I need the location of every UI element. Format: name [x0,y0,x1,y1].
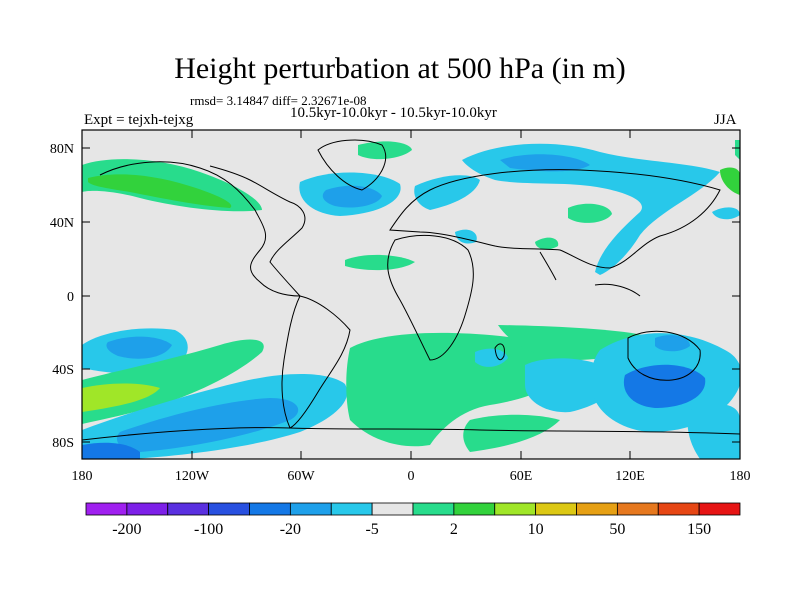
coastline-south-america [281,295,351,429]
coastline-africa [387,234,474,361]
contour-positive-strong [82,383,160,412]
contour-negative [106,336,172,359]
stats-text: rmsd= 3.14847 diff= 2.32671e-08 [190,93,367,108]
colorbar-label: -100 [194,521,223,538]
colorbar-box [289,502,332,516]
colorbar-box [208,502,250,516]
contour-negative-strong [82,442,140,459]
colorbar-labels: -200 -100 -20 -5 2 10 50 150 [112,521,711,538]
contour-positive [568,203,612,223]
colorbar-label: -200 [112,521,141,538]
colorbar-box [330,502,373,516]
colorbar [85,502,741,516]
lon-label-60w: 60W [287,469,315,484]
colorbar-box [698,502,741,516]
colorbar-label: 50 [609,521,625,538]
axis-ticks [82,130,740,459]
coastline-madagascar [494,343,505,361]
season-label: JJA [714,112,737,128]
colorbar-label: -20 [280,521,301,538]
colorbar-label: 2 [450,521,458,538]
lon-label-60e: 60E [510,469,533,484]
colorbar-box [453,502,496,516]
contour-positive [735,140,740,160]
contour-negative [322,185,382,208]
colorbar-box [576,502,618,516]
contour-negative [475,348,508,367]
colorbar-box [494,502,537,516]
colorbar-box [371,502,414,516]
contour-negative [116,398,299,452]
lat-label-40s: 40S [52,363,74,378]
contour-positive [346,332,566,447]
experiment-label: Expt = tejxh-tejxg [84,112,194,128]
colorbar-box [412,502,455,516]
contour-negative [414,175,480,210]
lon-label-180e: 180 [730,469,751,484]
contour-negative [712,207,740,220]
contour-negative [655,335,690,352]
colorbar-box [126,502,169,516]
colorbar-box [167,502,210,516]
colorbar-box [616,502,659,516]
period-text: 10.5kyr-10.0kyr - 10.5kyr-10.0kyr [290,105,497,121]
contour-positive [535,237,559,250]
coastline-antarctica [82,427,740,441]
colorbar-box [535,502,577,516]
lat-label-0: 0 [67,290,74,305]
coastline-eurasia [389,169,721,269]
contour-negative [687,404,740,459]
lat-label-80n: 80N [50,142,74,157]
contour-positive [720,167,740,195]
lat-label-40n: 40N [50,216,74,231]
colorbar-label: -5 [365,521,378,538]
coastline-north-america [99,161,306,297]
coastline-australia [627,330,701,381]
contour-positive [345,254,415,271]
contour-positive [463,414,560,452]
colorbar-label: 10 [528,521,544,538]
colorbar-box [249,502,291,516]
contour-negative [500,154,590,172]
plot-title: Height perturbation at 500 hPa (in m) [174,52,626,85]
colorbar-box [85,502,128,516]
colorbar-label: 150 [687,521,711,538]
coastlines [82,139,740,441]
contour-positive [88,174,232,208]
lat-label-80s: 80S [52,436,74,451]
lon-label-120e: 120E [615,469,645,484]
coastline-southeast-asia [594,283,641,297]
colorbar-box [657,502,700,516]
lon-label-0: 0 [408,469,415,484]
coastline-greenland [317,139,387,191]
lon-label-180w: 180 [72,469,93,484]
coastline-india [539,251,557,281]
lon-label-120w: 120W [175,469,210,484]
